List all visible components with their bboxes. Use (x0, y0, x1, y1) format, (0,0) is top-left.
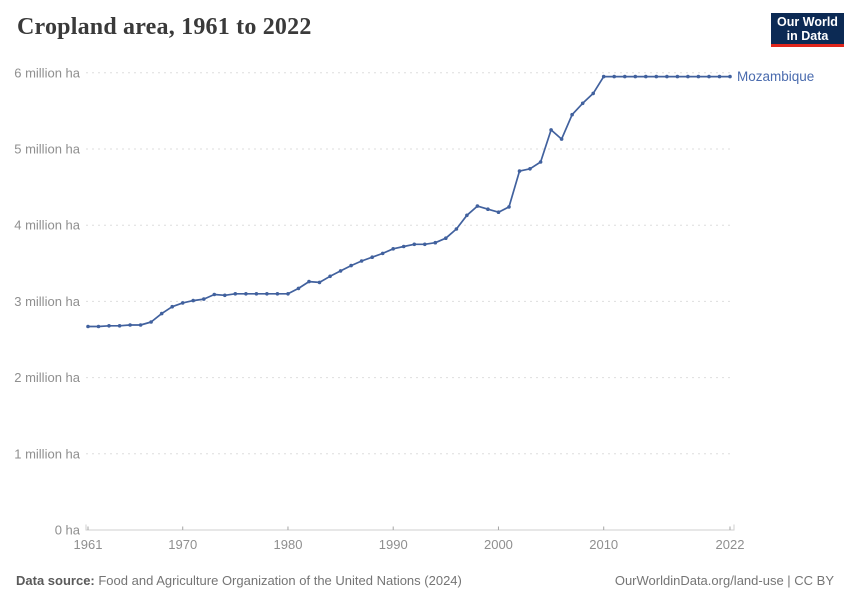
data-point (486, 207, 490, 211)
y-tick-label: 1 million ha (14, 446, 81, 461)
data-point (96, 324, 101, 329)
data-point (728, 74, 732, 79)
data-point (138, 323, 143, 327)
data-point (444, 236, 448, 240)
data-point (423, 242, 427, 247)
data-point (107, 324, 111, 328)
data-point (654, 74, 659, 79)
y-tick-label: 0 ha (55, 523, 81, 538)
data-point (265, 292, 269, 296)
data-point (359, 259, 364, 263)
data-point (370, 255, 375, 259)
data-point (170, 304, 174, 309)
data-point (623, 74, 627, 79)
data-point (328, 274, 332, 279)
data-point (180, 301, 185, 305)
data-source-note: Data source: Food and Agriculture Organi… (16, 573, 462, 588)
data-point (707, 74, 711, 79)
owid-url-link[interactable]: OurWorldinData.org/land-use | CC BY (614, 572, 834, 588)
data-point (159, 311, 164, 316)
data-point (117, 324, 122, 328)
owid-logo-line2: in Data (786, 28, 829, 43)
data-point (233, 292, 238, 296)
data-point (517, 169, 522, 173)
data-point (580, 101, 585, 106)
data-point (412, 242, 417, 247)
data-point (570, 112, 574, 117)
data-line (87, 75, 731, 328)
y-tick-label: 4 million ha (14, 218, 81, 233)
data-point (696, 74, 701, 79)
data-point (549, 128, 553, 132)
data-point (633, 74, 638, 79)
data-point (665, 74, 669, 79)
data-point (128, 323, 132, 327)
owid-logo-line1: Our World (777, 14, 838, 29)
data-point (149, 320, 153, 324)
data-point (559, 137, 564, 141)
data-point (380, 251, 385, 256)
y-tick-label: 6 million ha (14, 65, 81, 80)
data-point (86, 324, 90, 329)
x-tick-label: 1980 (274, 537, 303, 552)
data-point (391, 247, 396, 251)
x-tick-label: 2010 (589, 537, 618, 552)
y-tick-label: 2 million ha (14, 370, 81, 385)
data-point (507, 205, 511, 209)
data-point (307, 279, 311, 284)
data-point (202, 297, 206, 301)
data-point (433, 240, 438, 245)
x-tick-label: 1970 (168, 537, 197, 552)
y-tick-label: 5 million ha (14, 142, 81, 157)
data-source-label: Data source: (16, 572, 95, 588)
data-point (591, 91, 595, 96)
x-tick-label: 2022 (716, 537, 745, 552)
data-point (717, 74, 722, 79)
data-point (612, 74, 616, 79)
data-point (475, 204, 480, 208)
data-point (528, 167, 532, 171)
y-tick-label: 3 million ha (14, 294, 81, 309)
data-source-text: Food and Agriculture Organization of the… (94, 572, 462, 588)
data-point (244, 292, 248, 296)
data-point (686, 74, 690, 79)
data-point (401, 244, 406, 249)
data-point (254, 292, 259, 296)
data-point (223, 293, 227, 298)
x-tick-label: 1961 (74, 537, 103, 552)
data-point (538, 160, 543, 164)
data-point (675, 74, 680, 79)
data-point (212, 292, 217, 297)
data-point (275, 292, 280, 296)
entity-label: Mozambique (737, 69, 814, 84)
data-point (191, 298, 195, 303)
data-point (296, 286, 301, 291)
data-point (496, 210, 501, 214)
x-axis-line (85, 524, 735, 531)
data-point (454, 227, 459, 231)
data-point (601, 74, 606, 79)
x-tick-label: 1990 (379, 537, 408, 552)
page-title: Cropland area, 1961 to 2022 (17, 14, 312, 40)
x-tick-label: 2000 (484, 537, 513, 552)
data-point (317, 280, 322, 285)
data-point (644, 74, 648, 79)
data-point (338, 269, 343, 273)
data-point (349, 263, 353, 268)
footer: Data source: Food and Agriculture Organi… (0, 568, 850, 592)
data-point (286, 292, 290, 296)
owid-logo[interactable]: Our World in Data (771, 13, 844, 47)
data-point (465, 213, 469, 218)
